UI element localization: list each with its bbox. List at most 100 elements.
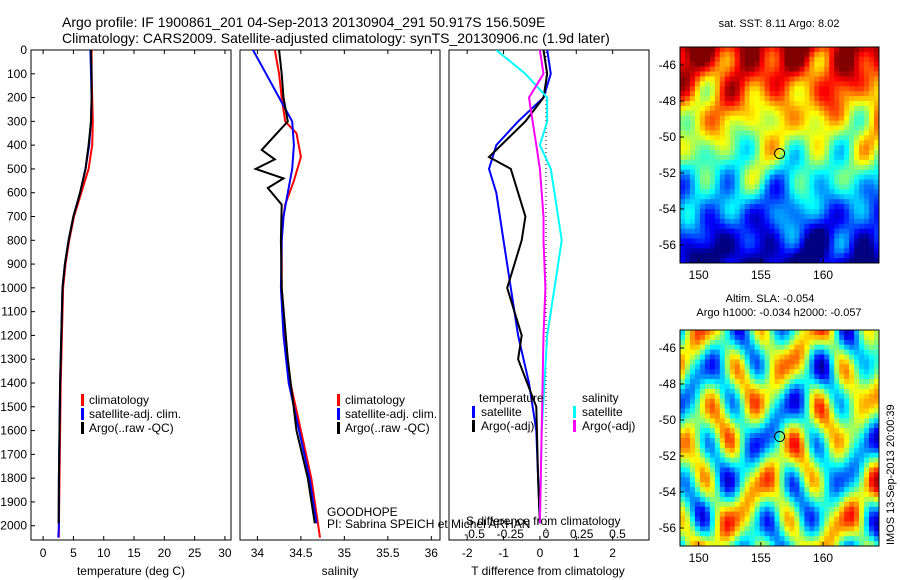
map-cell xyxy=(859,364,865,370)
map-cell xyxy=(729,506,736,512)
map-cell xyxy=(759,403,765,409)
map-cell xyxy=(869,179,875,185)
map-cell xyxy=(749,150,755,156)
map-cell xyxy=(704,125,711,131)
map-cell xyxy=(709,457,716,463)
map-cell xyxy=(859,209,865,215)
map-cell xyxy=(764,81,770,87)
map-cell xyxy=(704,243,711,249)
map-cell xyxy=(714,418,721,424)
map-cell xyxy=(849,516,855,522)
s-tick-label: -0.5 xyxy=(464,527,485,541)
map-cell xyxy=(874,526,880,532)
map-cell xyxy=(719,258,726,264)
map-cell xyxy=(724,179,731,185)
map-cell xyxy=(849,457,855,463)
map-cell xyxy=(719,516,726,522)
map-cell xyxy=(839,258,845,264)
map-cell xyxy=(829,438,835,444)
map-cell xyxy=(689,120,696,126)
lat-tick-label: -48 xyxy=(659,377,677,391)
map-cell xyxy=(694,169,701,175)
map-cell xyxy=(794,96,800,102)
map-cell xyxy=(684,258,691,264)
map-cell xyxy=(854,408,860,414)
map-cell xyxy=(869,199,875,205)
map-cell xyxy=(774,209,780,215)
map-cell xyxy=(779,218,785,225)
map-cell xyxy=(799,243,805,249)
map-cell xyxy=(799,223,805,229)
map-cell xyxy=(824,433,830,439)
map-cell xyxy=(824,243,830,249)
map-cell xyxy=(809,334,815,341)
map-cell xyxy=(774,81,780,87)
map-cell xyxy=(754,218,760,225)
map-cell xyxy=(824,339,830,346)
map-cell xyxy=(699,438,706,444)
map-cell xyxy=(799,51,805,58)
map-cell xyxy=(864,61,870,67)
map-cell xyxy=(804,76,810,82)
map-cell xyxy=(794,169,800,175)
map-cell xyxy=(684,516,691,522)
map-cell xyxy=(829,349,835,355)
map-cell xyxy=(829,516,835,522)
map-cell xyxy=(804,243,810,249)
map-cell xyxy=(849,428,855,434)
map-cell xyxy=(874,339,880,346)
map-cell xyxy=(704,110,711,117)
map-cell xyxy=(849,526,855,532)
map-cell xyxy=(794,174,800,180)
map-cell xyxy=(789,379,795,385)
map-cell xyxy=(699,330,706,336)
legend-label-climatology: climatology xyxy=(89,393,149,407)
map-cell xyxy=(784,71,790,77)
map-cell xyxy=(719,521,726,527)
map-cell xyxy=(809,223,815,229)
map-cell xyxy=(739,189,745,195)
map-cell xyxy=(849,164,855,171)
map-cell xyxy=(779,199,785,205)
map-cell xyxy=(809,393,815,400)
map-cell xyxy=(754,433,760,439)
map-cell xyxy=(799,364,805,370)
map-cell xyxy=(869,369,875,375)
map-cell xyxy=(869,423,875,429)
map-cell xyxy=(819,213,825,220)
map-cell xyxy=(689,472,696,478)
map-cell xyxy=(699,243,706,249)
map-cell xyxy=(834,145,840,151)
map-cell xyxy=(759,457,765,463)
map-cell xyxy=(729,233,736,239)
map-cell xyxy=(784,349,790,355)
map-cell xyxy=(874,334,880,341)
map-cell xyxy=(809,145,815,151)
map-cell xyxy=(749,541,755,547)
map-cell xyxy=(794,428,800,434)
map-cell xyxy=(749,334,755,341)
map-cell xyxy=(719,238,726,244)
map-cell xyxy=(784,408,790,414)
map-cell xyxy=(744,76,750,82)
map-cell xyxy=(764,501,770,508)
map-cell xyxy=(839,511,845,517)
map-cell xyxy=(809,135,815,141)
map-cell xyxy=(784,334,790,341)
map-cell xyxy=(844,110,850,117)
map-cell xyxy=(854,477,860,483)
map-cell xyxy=(704,339,711,346)
map-cell xyxy=(824,47,830,53)
map-cell xyxy=(784,462,790,468)
map-cell xyxy=(814,194,820,200)
map-cell xyxy=(824,369,830,375)
map-cell xyxy=(754,467,760,473)
map-cell xyxy=(814,189,820,195)
map-cell xyxy=(844,71,850,77)
map-cell xyxy=(794,531,800,537)
map-cell xyxy=(819,501,825,508)
map-cell xyxy=(744,477,750,483)
map-cell xyxy=(724,364,731,370)
map-cell xyxy=(749,521,755,527)
map-cell xyxy=(714,482,721,488)
